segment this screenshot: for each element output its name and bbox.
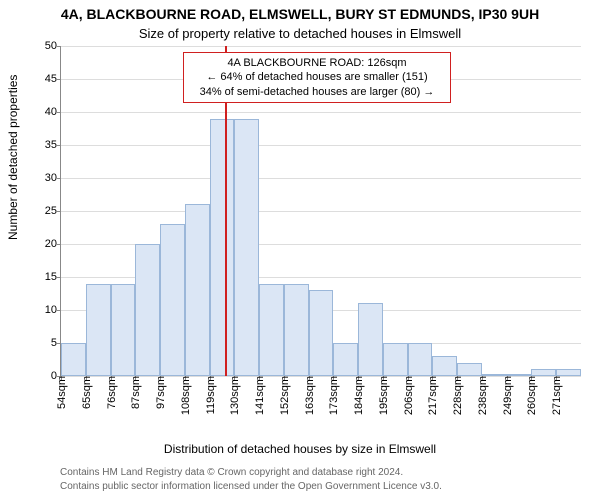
xtick-label: 87sqm — [128, 376, 142, 409]
y-axis-label: Number of detached properties — [6, 75, 20, 240]
ytick-label: 50 — [45, 40, 61, 52]
annotation-line: 34% of semi-detached houses are larger (… — [190, 85, 444, 99]
bar — [185, 204, 210, 376]
xtick-label: 206sqm — [401, 376, 415, 415]
ytick-label: 15 — [45, 271, 61, 283]
xtick-label: 184sqm — [351, 376, 365, 415]
ytick-label: 35 — [45, 139, 61, 151]
xtick-label: 141sqm — [252, 376, 266, 415]
bar — [259, 284, 284, 376]
xtick-label: 271sqm — [549, 376, 563, 415]
bar — [457, 363, 482, 376]
bar — [432, 356, 457, 376]
gridline — [61, 145, 581, 146]
gridline — [61, 211, 581, 212]
bar — [111, 284, 136, 376]
bar — [135, 244, 160, 376]
x-axis-label: Distribution of detached houses by size … — [0, 442, 600, 456]
xtick-label: 195sqm — [376, 376, 390, 415]
bar — [234, 119, 259, 376]
bar — [333, 343, 358, 376]
xtick-label: 130sqm — [227, 376, 241, 415]
bar — [86, 284, 111, 376]
ytick-label: 45 — [45, 73, 61, 85]
ytick-label: 30 — [45, 172, 61, 184]
bar — [383, 343, 408, 376]
plot-area: 0510152025303540455054sqm65sqm76sqm87sqm… — [60, 46, 581, 377]
xtick-label: 65sqm — [79, 376, 93, 409]
annotation-line: 4A BLACKBOURNE ROAD: 126sqm — [190, 56, 444, 70]
bar — [556, 369, 581, 376]
annotation-line: ← 64% of detached houses are smaller (15… — [190, 70, 444, 84]
xtick-label: 163sqm — [302, 376, 316, 415]
xtick-label: 108sqm — [178, 376, 192, 415]
ytick-label: 25 — [45, 205, 61, 217]
xtick-label: 54sqm — [54, 376, 68, 409]
ytick-label: 10 — [45, 304, 61, 316]
ytick-label: 20 — [45, 238, 61, 250]
bar — [531, 369, 556, 376]
ytick-label: 5 — [51, 337, 61, 349]
bar — [210, 119, 235, 376]
bar — [284, 284, 309, 376]
xtick-label: 173sqm — [326, 376, 340, 415]
bar — [358, 303, 383, 376]
gridline — [61, 112, 581, 113]
xtick-label: 119sqm — [203, 376, 217, 414]
chart-subtitle: Size of property relative to detached ho… — [0, 26, 600, 41]
xtick-label: 260sqm — [524, 376, 538, 415]
gridline — [61, 46, 581, 47]
xtick-label: 76sqm — [104, 376, 118, 409]
xtick-label: 97sqm — [153, 376, 167, 409]
annotation-box: 4A BLACKBOURNE ROAD: 126sqm← 64% of deta… — [183, 52, 451, 103]
footer-licence: Contains public sector information licen… — [60, 481, 442, 492]
xtick-label: 249sqm — [500, 376, 514, 415]
bar — [61, 343, 86, 376]
bar — [160, 224, 185, 376]
bar — [309, 290, 334, 376]
bar — [408, 343, 433, 376]
chart-title: 4A, BLACKBOURNE ROAD, ELMSWELL, BURY ST … — [0, 6, 600, 22]
xtick-label: 217sqm — [425, 376, 439, 415]
xtick-label: 152sqm — [277, 376, 291, 415]
xtick-label: 228sqm — [450, 376, 464, 415]
footer-copyright: Contains HM Land Registry data © Crown c… — [60, 467, 403, 478]
gridline — [61, 178, 581, 179]
ytick-label: 40 — [45, 106, 61, 118]
xtick-label: 238sqm — [475, 376, 489, 415]
